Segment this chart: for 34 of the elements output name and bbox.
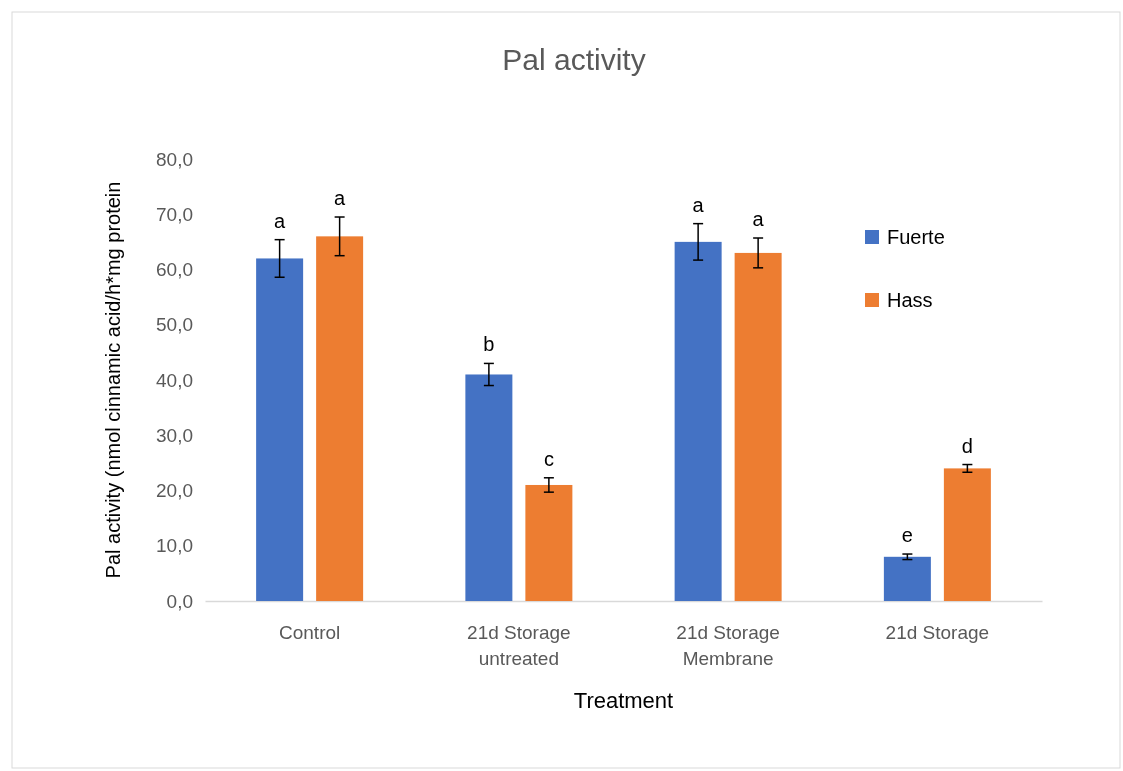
bar: [525, 484, 573, 601]
data-label: b: [483, 333, 495, 356]
y-tick-label: 70,0: [156, 203, 193, 225]
legend-label: Hass: [887, 289, 933, 311]
x-tick-label: 21d Storage untreated: [467, 622, 571, 669]
bar: [883, 556, 931, 601]
chart-title: Pal activity: [502, 43, 646, 76]
bar: [943, 468, 991, 601]
x-tick-label: 21d Storage: [885, 622, 990, 643]
y-tick-label: 10,0: [156, 535, 193, 557]
y-tick-label: 40,0: [156, 369, 193, 391]
data-label: c: [543, 447, 554, 470]
x-axis-title: Treatment: [573, 688, 674, 713]
data-label: a: [274, 209, 287, 232]
x-tick-label: Control: [279, 622, 341, 643]
y-tick-label: 80,0: [156, 148, 193, 170]
bar: [316, 236, 364, 601]
bar: [734, 252, 782, 601]
y-tick-label: 30,0: [156, 424, 193, 446]
data-label: a: [692, 193, 705, 216]
data-label: a: [752, 208, 765, 231]
bar: [256, 258, 304, 601]
y-axis-title: Pal activity (nmol cinnamic acid/h*mg protein: [102, 181, 124, 579]
y-tick-label: 50,0: [156, 314, 193, 336]
y-tick-label: 0,0: [166, 590, 193, 612]
bar: [465, 374, 513, 601]
data-label: d: [961, 434, 973, 457]
x-tick-label: 21d Storage Membrane: [676, 622, 780, 669]
data-label: e: [901, 524, 913, 547]
bar: [674, 241, 722, 601]
y-tick-label: 20,0: [156, 480, 193, 502]
data-label: a: [334, 187, 347, 210]
legend-label: Fuerte: [887, 226, 945, 248]
y-tick-label: 60,0: [156, 259, 193, 281]
